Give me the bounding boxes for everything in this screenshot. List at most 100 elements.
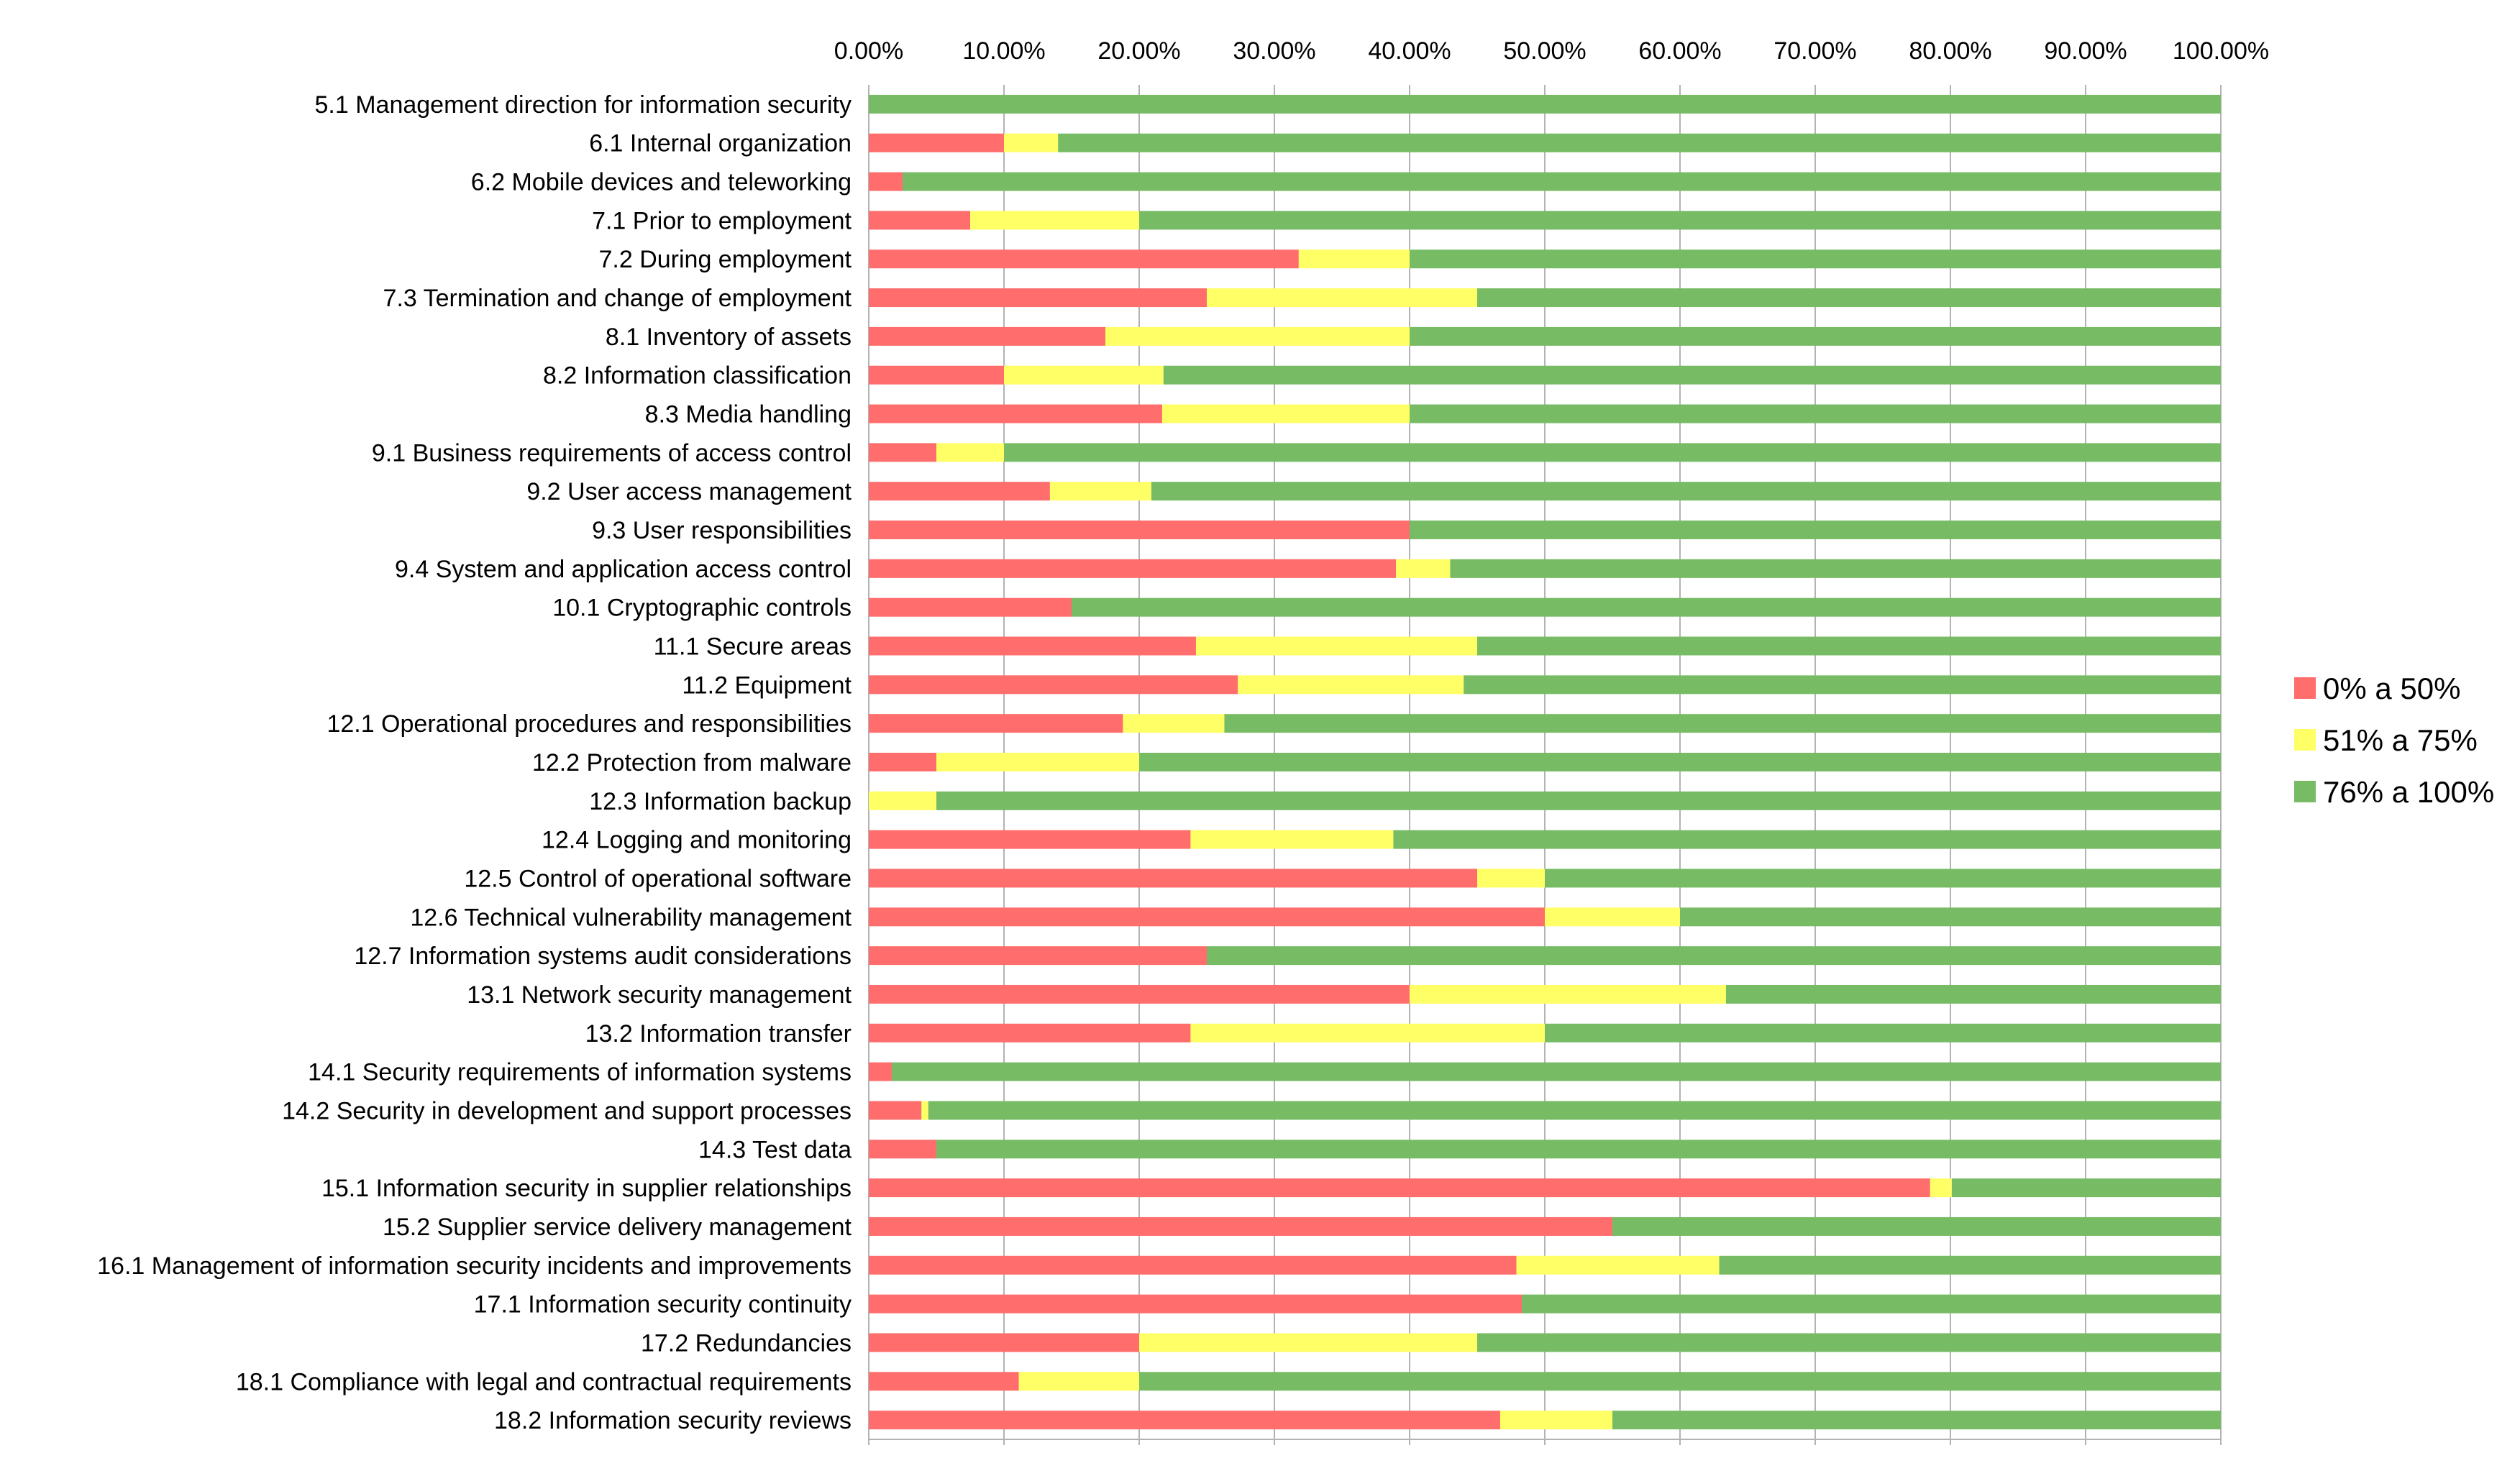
category-label: 11.2 Equipment	[682, 672, 852, 699]
bar-segment-mid	[1545, 907, 1680, 927]
bar-segment-mid	[1195, 636, 1477, 656]
category-label: 16.1 Management of information security …	[97, 1252, 852, 1280]
bar-segment-low	[869, 1411, 1500, 1430]
bar-segment-mid	[970, 211, 1139, 230]
bar-segment-high	[1151, 482, 2221, 501]
category-label: 13.2 Information transfer	[585, 1020, 852, 1048]
category-label: 8.3 Media handling	[645, 401, 852, 429]
category-label: 15.1 Information security in supplier re…	[321, 1175, 852, 1202]
x-tick-label: 90.00%	[2044, 37, 2127, 65]
bar-segment-low	[869, 1140, 936, 1159]
x-tick-label: 50.00%	[1503, 37, 1586, 65]
bar-segment-low	[869, 404, 1162, 423]
category-labels: 5.1 Management direction for information…	[97, 91, 852, 1434]
category-label: 14.1 Security requirements of informatio…	[308, 1059, 852, 1086]
legend: 0% a 50% 51% a 75% 76% a 100%	[2294, 672, 2494, 809]
category-label: 12.6 Technical vulnerability management	[410, 904, 852, 931]
bar-segment-mid	[936, 753, 1139, 771]
bar-segment-low	[869, 1101, 922, 1120]
category-label: 7.1 Prior to employment	[592, 207, 852, 234]
x-tick-label: 70.00%	[1773, 37, 1856, 65]
bar-segment-high	[1477, 288, 2221, 308]
bar-segment-high	[936, 791, 2221, 810]
bar-segment-low	[869, 869, 1477, 888]
category-label: 12.2 Protection from malware	[532, 749, 852, 776]
category-label: 14.3 Test data	[698, 1136, 852, 1163]
bar-segment-low	[869, 482, 1050, 501]
category-label: 9.1 Business requirements of access cont…	[372, 439, 852, 467]
bar-segment-high	[1612, 1216, 2221, 1236]
bar-segment-mid	[1238, 675, 1464, 695]
category-label: 8.1 Inventory of assets	[606, 324, 852, 351]
category-label: 7.3 Termination and change of employment	[383, 285, 852, 312]
bar-segment-mid	[1123, 714, 1225, 733]
x-tick-label: 20.00%	[1097, 37, 1180, 65]
bar-segment-low	[869, 172, 903, 191]
category-label: 9.2 User access management	[526, 478, 852, 505]
bar-segment-mid	[1516, 1255, 1720, 1275]
bar-segment-high	[1545, 1023, 2221, 1042]
bar-segment-high	[903, 172, 2221, 191]
legend-swatch	[2294, 781, 2316, 802]
bar-segment-high	[1058, 133, 2221, 152]
bar-segment-mid	[1139, 1333, 1477, 1352]
bar-segment-low	[869, 946, 1207, 966]
bar-segment-low	[869, 211, 970, 230]
bar-segment-mid	[1018, 1372, 1139, 1391]
bar-segment-low	[869, 753, 936, 771]
category-label: 17.2 Redundancies	[641, 1329, 852, 1357]
bar-segment-high	[1410, 249, 2221, 269]
bar-segment-mid	[936, 443, 1004, 462]
bar-segment-low	[869, 597, 1072, 617]
bar-segment-mid	[921, 1101, 928, 1120]
bar-segment-low	[869, 1023, 1191, 1042]
bar-segment-high	[1522, 1294, 2221, 1314]
bar-segment-high	[1163, 365, 2221, 385]
bar-segment-high	[936, 1140, 2221, 1159]
bar-segment-high	[1410, 404, 2221, 423]
bar-segment-mid	[1004, 133, 1059, 152]
bar-segment-low	[869, 714, 1123, 733]
bar-segment-high	[869, 94, 2221, 114]
category-label: 6.2 Mobile devices and teleworking	[471, 169, 852, 196]
bar-segment-high	[1477, 636, 2221, 656]
bar-segment-mid	[1105, 326, 1410, 346]
bar-segment-mid	[1410, 984, 1726, 1004]
legend-label: 0% a 50%	[2323, 672, 2460, 705]
bar-segment-low	[869, 984, 1410, 1004]
category-label: 9.3 User responsibilities	[592, 517, 852, 544]
x-tick-label: 100.00%	[2173, 37, 2269, 65]
bar-area	[869, 94, 2221, 1430]
bar-segment-mid	[1161, 404, 1410, 423]
category-label: 12.7 Information systems audit considera…	[354, 943, 852, 970]
x-tick-label: 10.00%	[962, 37, 1045, 65]
bar-segment-high	[1680, 907, 2221, 927]
bar-segment-low	[869, 288, 1207, 308]
category-label: 14.2 Security in development and support…	[282, 1097, 852, 1124]
bar-segment-high	[1719, 1255, 2221, 1275]
bar-segment-low	[869, 559, 1397, 578]
category-label: 9.4 System and application access contro…	[395, 556, 852, 583]
bar-segment-low	[869, 326, 1105, 346]
bar-segment-low	[869, 1062, 892, 1081]
bar-segment-low	[869, 1294, 1522, 1314]
bar-segment-high	[1464, 675, 2221, 695]
bar-segment-low	[869, 365, 1004, 385]
category-label: 18.1 Compliance with legal and contractu…	[236, 1368, 852, 1396]
x-tick-label: 30.00%	[1233, 37, 1315, 65]
bar-segment-low	[869, 249, 1299, 269]
category-label: 12.3 Information backup	[589, 788, 852, 815]
bar-segment-low	[869, 830, 1191, 849]
category-label: 12.1 Operational procedures and responsi…	[327, 710, 852, 738]
x-tick-label: 60.00%	[1638, 37, 1721, 65]
category-label: 5.1 Management direction for information…	[315, 91, 852, 119]
bar-segment-mid	[1004, 365, 1164, 385]
bar-segment-high	[1477, 1333, 2221, 1352]
bar-segment-high	[1545, 869, 2221, 888]
x-tick-label: 0.00%	[834, 37, 903, 65]
bar-segment-low	[869, 1178, 1930, 1198]
category-label: 8.2 Information classification	[543, 362, 852, 390]
bar-segment-high	[1951, 1178, 2221, 1198]
bar-segment-low	[869, 907, 1545, 927]
